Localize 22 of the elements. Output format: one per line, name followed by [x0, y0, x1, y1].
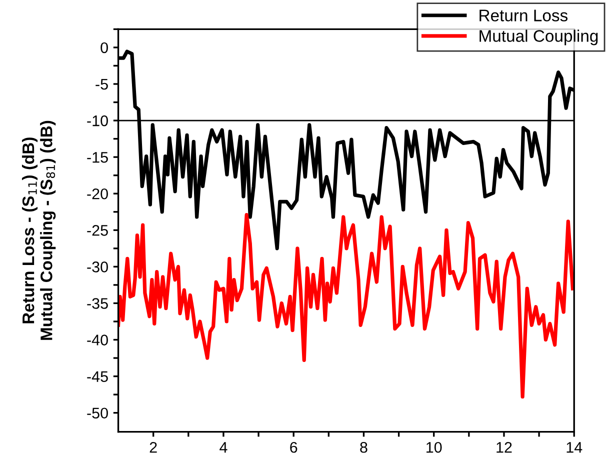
x-tick-label: 14 — [566, 442, 582, 453]
y-tick-label: -20 — [87, 188, 108, 200]
y-axis-title: Return Loss - (S$_{11}$) (dB) Mutual Coupling - (S$_{81}$) (dB) — [22, 120, 56, 340]
x-tick-label: 4 — [220, 442, 228, 453]
y-tick-label: -35 — [87, 298, 108, 309]
x-tick-label: 10 — [426, 442, 442, 453]
y-tick-label: -15 — [87, 152, 108, 163]
y-tick-label: -40 — [87, 334, 108, 346]
legend-label: Mutual Coupling — [480, 30, 598, 46]
line-series — [118, 212, 574, 399]
x-tick-label: 8 — [360, 442, 368, 453]
y-tick-label: -50 — [87, 408, 108, 419]
y-tick-label: -5 — [96, 79, 108, 90]
legend-label: Return Loss — [480, 10, 568, 22]
y-tick-label: -10 — [87, 115, 108, 126]
x-tick-label: 12 — [496, 442, 512, 453]
y-tick-label: -30 — [87, 262, 108, 272]
y-tick-label: -45 — [87, 371, 108, 382]
x-tick-label: 2 — [150, 442, 157, 453]
x-tick-label: 6 — [290, 442, 298, 453]
y-tick-label: -25 — [87, 225, 108, 236]
y-tick-label: 0 — [100, 42, 108, 54]
